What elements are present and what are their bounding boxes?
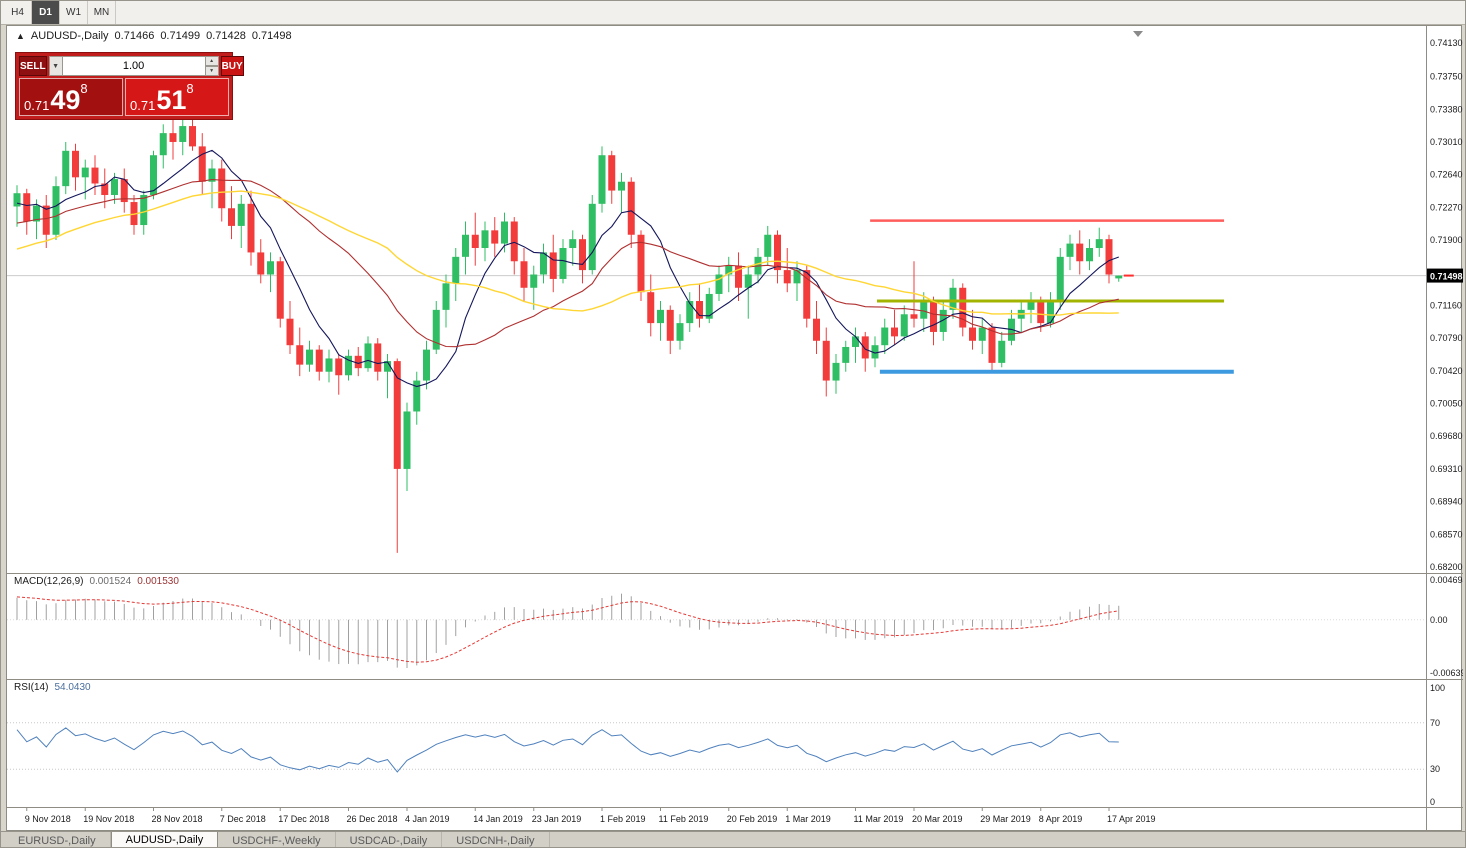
chart-tab-usdchf[interactable]: USDCHF-,Weekly	[218, 832, 336, 847]
svg-text:0.69680: 0.69680	[1430, 431, 1463, 441]
macd-signal-value: 0.001530	[137, 576, 179, 587]
chart-ohlc-header: ▲ AUDUSD-,Daily 0.71466 0.71499 0.71428 0.714…	[16, 30, 298, 42]
sell-price-base: 0.71	[24, 98, 50, 113]
svg-text:17 Apr 2019: 17 Apr 2019	[1107, 814, 1156, 824]
sell-price-display[interactable]: 0.71 49 8	[19, 78, 123, 116]
svg-text:26 Dec 2018: 26 Dec 2018	[347, 814, 398, 824]
svg-text:1 Mar 2019: 1 Mar 2019	[785, 814, 831, 824]
svg-text:8 Apr 2019: 8 Apr 2019	[1039, 814, 1083, 824]
chart-tab-eurusd[interactable]: EURUSD-,Daily	[4, 832, 111, 847]
ohlc-high: 0.71499	[160, 30, 201, 42]
chart-symbol-label: AUDUSD-,Daily	[30, 30, 109, 42]
svg-text:-0.00639: -0.00639	[1430, 668, 1463, 678]
sell-price-pip: 8	[80, 81, 88, 96]
volume-down-button[interactable]: ▼	[205, 66, 219, 76]
svg-text:0.68200: 0.68200	[1430, 562, 1463, 572]
timeframe-bar: H4 D1 W1 MN	[1, 1, 1465, 25]
svg-text:100: 100	[1430, 683, 1445, 693]
tab-timeframe-h4[interactable]: H4	[4, 1, 32, 24]
svg-text:29 Mar 2019: 29 Mar 2019	[980, 814, 1031, 824]
svg-text:0: 0	[1430, 797, 1435, 807]
svg-text:0.004694: 0.004694	[1430, 575, 1463, 585]
svg-text:14 Jan 2019: 14 Jan 2019	[473, 814, 523, 824]
macd-value: 0.001524	[89, 576, 132, 587]
svg-text:0.68570: 0.68570	[1430, 529, 1463, 539]
chevron-down-icon: ▼	[52, 62, 60, 70]
svg-text:4 Jan 2019: 4 Jan 2019	[405, 814, 450, 824]
svg-text:23 Jan 2019: 23 Jan 2019	[532, 814, 582, 824]
svg-text:20 Mar 2019: 20 Mar 2019	[912, 814, 963, 824]
macd-header: MACD(12,26,9) 0.001524 0.001530	[14, 576, 185, 587]
tab-timeframe-mn[interactable]: MN	[88, 1, 116, 24]
macd-indicator-panel[interactable]: 0.004694 0.00 -0.00639	[7, 573, 1463, 679]
rsi-indicator-panel[interactable]: 100 70 30 0	[7, 679, 1463, 807]
rsi-header: RSI(14) 54.0430	[14, 682, 97, 693]
date-axis[interactable]: 9 Nov 2018 19 Nov 2018 28 Nov 2018 7 Dec 20…	[7, 807, 1463, 832]
volume-up-button[interactable]: ▲	[205, 56, 219, 66]
buy-price-pip: 8	[186, 81, 194, 96]
rsi-label: RSI(14)	[14, 682, 49, 693]
svg-text:9 Nov 2018: 9 Nov 2018	[25, 814, 71, 824]
chart-tab-audusd[interactable]: AUDUSD-,Daily	[110, 832, 219, 847]
svg-text:0.72640: 0.72640	[1430, 170, 1463, 180]
svg-text:0.70420: 0.70420	[1430, 366, 1463, 376]
svg-text:0.73010: 0.73010	[1430, 137, 1463, 147]
svg-text:0.69310: 0.69310	[1430, 464, 1463, 474]
macd-label: MACD(12,26,9)	[14, 576, 84, 587]
svg-text:19 Nov 2018: 19 Nov 2018	[83, 814, 134, 824]
volume-control: ▼ ▲ ▼	[48, 56, 219, 76]
svg-text:0.72270: 0.72270	[1430, 202, 1463, 212]
svg-text:0.73750: 0.73750	[1430, 72, 1463, 82]
chart-tab-usdcnh[interactable]: USDCNH-,Daily	[442, 832, 550, 847]
chart-area: 0.74130 0.73750 0.73380 0.73010 0.72640 0.722…	[6, 25, 1463, 832]
collapse-widget-icon[interactable]: ▲	[16, 31, 25, 41]
buy-button[interactable]: BUY	[220, 56, 244, 76]
tab-timeframe-w1[interactable]: W1	[60, 1, 88, 24]
ohlc-close: 0.71498	[251, 30, 292, 42]
rsi-value: 54.0430	[54, 682, 91, 693]
svg-text:7 Dec 2018: 7 Dec 2018	[220, 814, 266, 824]
svg-text:0.74130: 0.74130	[1430, 38, 1463, 48]
svg-text:0.00: 0.00	[1430, 615, 1448, 625]
buy-price-big: 51	[156, 85, 187, 115]
volume-input[interactable]	[62, 56, 206, 76]
svg-text:0.70790: 0.70790	[1430, 333, 1463, 343]
svg-text:0.73380: 0.73380	[1430, 104, 1463, 114]
tab-timeframe-d1[interactable]: D1	[32, 1, 60, 24]
svg-text:30: 30	[1430, 764, 1440, 774]
sell-price-big: 49	[50, 85, 81, 115]
svg-text:0.70050: 0.70050	[1430, 399, 1463, 409]
buy-price-base: 0.71	[130, 98, 156, 113]
svg-text:0.71900: 0.71900	[1430, 235, 1463, 245]
svg-text:1 Feb 2019: 1 Feb 2019	[600, 814, 646, 824]
sell-button[interactable]: SELL	[19, 56, 47, 76]
svg-text:17 Dec 2018: 17 Dec 2018	[278, 814, 329, 824]
svg-text:0.71160: 0.71160	[1430, 300, 1462, 310]
buy-price-display[interactable]: 0.71 51 8	[125, 78, 229, 116]
svg-text:70: 70	[1430, 718, 1440, 728]
ohlc-open: 0.71466	[114, 30, 155, 42]
svg-text:28 Nov 2018: 28 Nov 2018	[152, 814, 203, 824]
svg-text:20 Feb 2019: 20 Feb 2019	[727, 814, 778, 824]
candlestick-chart[interactable]: 0.74130 0.73750 0.73380 0.73010 0.72640 0.722…	[7, 26, 1463, 573]
svg-text:0.68940: 0.68940	[1430, 497, 1463, 507]
svg-text:0.71498: 0.71498	[1430, 272, 1463, 282]
svg-text:11 Mar 2019: 11 Mar 2019	[854, 814, 904, 824]
volume-dropdown-button[interactable]: ▼	[48, 56, 63, 76]
ohlc-low: 0.71428	[206, 30, 246, 42]
svg-text:11 Feb 2019: 11 Feb 2019	[659, 814, 709, 824]
chart-tab-usdcad[interactable]: USDCAD-,Daily	[336, 832, 443, 847]
chart-tabs-bar: EURUSD-,Daily AUDUSD-,Daily USDCHF-,Week…	[1, 831, 1465, 847]
